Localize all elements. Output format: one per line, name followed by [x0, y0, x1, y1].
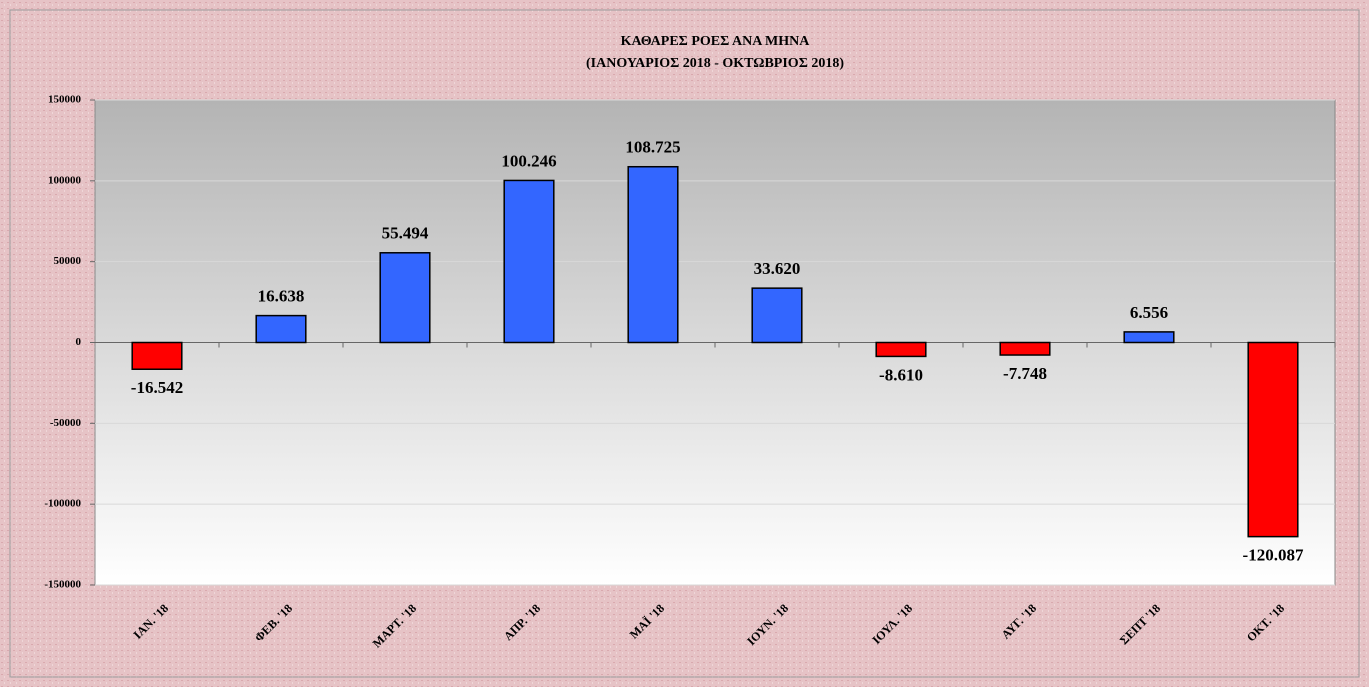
value-label: -120.087	[1243, 546, 1304, 565]
chart-subtitle: (ΙΑΝΟΥΑΡΙΟΣ 2018 - ΟΚΤΩΒΡΙΟΣ 2018)	[586, 56, 844, 71]
bar	[1247, 341, 1299, 538]
bar	[875, 341, 927, 358]
bar	[999, 341, 1051, 356]
bar	[1123, 331, 1175, 344]
value-label: -8.610	[879, 365, 923, 384]
bar	[255, 314, 307, 344]
y-tick-label: -50000	[50, 417, 82, 429]
bar	[131, 341, 183, 370]
bar	[627, 165, 679, 344]
value-label: -7.748	[1003, 364, 1047, 383]
y-tick-label: 50000	[54, 255, 82, 267]
y-tick-label: -100000	[44, 498, 81, 510]
bar	[503, 179, 555, 344]
value-label: -16.542	[131, 378, 183, 397]
bar	[751, 287, 803, 344]
chart-title: ΚΑΘΑΡΕΣ ΡΟΕΣ ΑΝΑ ΜΗΝΑ	[621, 34, 811, 49]
y-tick-label: -150000	[44, 579, 81, 591]
value-label: 55.494	[382, 224, 429, 243]
value-label: 6.556	[1130, 303, 1168, 322]
value-label: 33.620	[754, 259, 801, 278]
value-label: 16.638	[258, 287, 305, 306]
y-tick-label: 0	[76, 336, 82, 348]
value-label: 108.725	[625, 138, 680, 157]
y-tick-label: 150000	[48, 94, 82, 106]
bar	[379, 252, 431, 344]
chart-border	[9, 9, 1360, 678]
value-label: 100.246	[501, 151, 556, 170]
y-tick-label: 100000	[48, 174, 82, 186]
